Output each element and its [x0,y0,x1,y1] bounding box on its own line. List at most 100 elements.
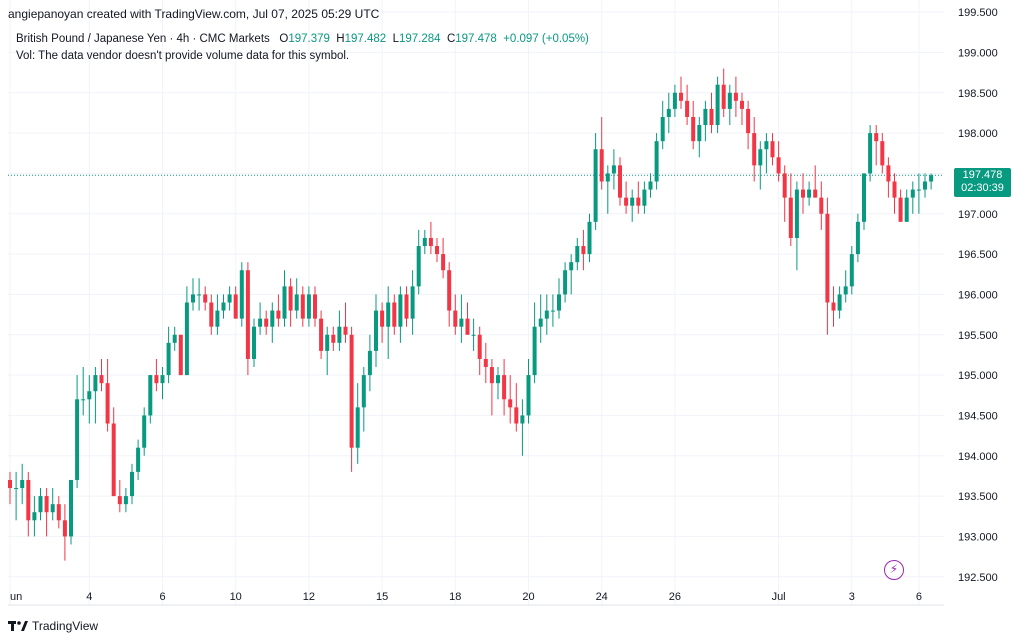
candle [916,173,921,214]
candle-body [740,100,744,109]
candle [319,310,324,359]
candle [227,286,232,311]
candle-body [526,375,531,416]
candle-body [154,375,159,384]
candle-body [337,326,342,343]
candle-body [660,116,665,142]
candle [306,286,311,327]
candle [367,334,372,392]
candle [770,133,775,166]
candle-body [428,237,433,247]
candle [221,294,226,319]
candle [300,286,305,327]
y-tick-label: 198.500 [958,88,998,100]
candle [62,504,67,561]
candle [538,294,543,343]
candle [923,173,927,198]
candle [557,278,561,319]
candle-body [569,262,574,271]
low-label: L [392,33,399,45]
candle [672,84,677,117]
candle-body [191,294,195,303]
candle-body [447,270,452,311]
candle-body [386,302,391,327]
candle-body [300,294,305,319]
candle-body [349,334,354,448]
close-label: C [446,33,456,45]
x-tick-label: un [10,591,22,603]
candle-body [270,310,275,327]
candle [264,310,269,335]
candle-body [880,141,885,166]
candle [679,76,683,109]
candle-body [56,504,61,521]
last-price-badge: 197.478 02:30:39 [954,168,1011,198]
candle-body [221,302,226,311]
candle-body [252,326,256,359]
candle-body [825,213,830,303]
low-value: 197.284 [398,33,441,45]
y-tick-label: 195.000 [958,370,998,382]
candle-body [130,471,134,497]
candle-body [611,165,616,174]
candle [611,149,616,190]
candle [654,133,659,190]
candle [636,181,641,214]
candle [660,100,665,150]
tradingview-logo: TradingView [8,619,98,633]
candle [898,189,903,222]
candle [843,270,848,303]
candle [32,496,37,537]
candle [764,133,769,174]
candle-body [367,350,372,376]
x-tick-label: 18 [449,591,461,603]
lightning-icon[interactable]: ⚡ [884,560,904,580]
candle [239,262,244,327]
candle [142,407,147,456]
candle-body [520,415,525,424]
candle-body [550,310,555,312]
candle [331,326,336,351]
candle [550,294,555,327]
x-tick-label: 10 [230,591,242,603]
candle [123,488,128,513]
candle-body [624,197,629,206]
x-tick-label: 12 [303,591,315,603]
candle [166,326,171,384]
candle-body [343,326,348,335]
y-tick-label: 199.500 [958,7,998,19]
candle-body [160,375,165,384]
candle-body [93,375,98,392]
y-tick-label: 194.000 [958,451,998,463]
candle [489,358,494,416]
candle [441,237,446,279]
candle [258,302,263,335]
candle-body [75,399,80,480]
brand-name: TradingView [32,619,99,633]
candle-body [87,391,92,400]
candle-body [752,133,757,166]
candle-body [910,189,915,198]
candle [282,270,287,327]
candle-body [8,479,12,489]
y-tick-label: 193.500 [958,491,998,503]
candle [794,181,799,271]
candle [855,213,860,263]
candle [56,496,61,529]
candle [477,326,482,376]
candle [776,141,781,182]
candle-body [581,246,586,255]
y-tick-label: 192.500 [958,572,998,584]
candle [874,125,879,166]
candle-body [575,246,580,263]
candle-body [209,302,214,327]
candle [544,294,549,335]
candle-body [172,334,177,343]
candle [44,488,49,537]
candle [361,367,366,432]
candle [459,294,464,343]
candle [496,367,500,400]
candle [471,318,476,351]
candle [111,407,116,497]
candle-body [721,84,726,109]
